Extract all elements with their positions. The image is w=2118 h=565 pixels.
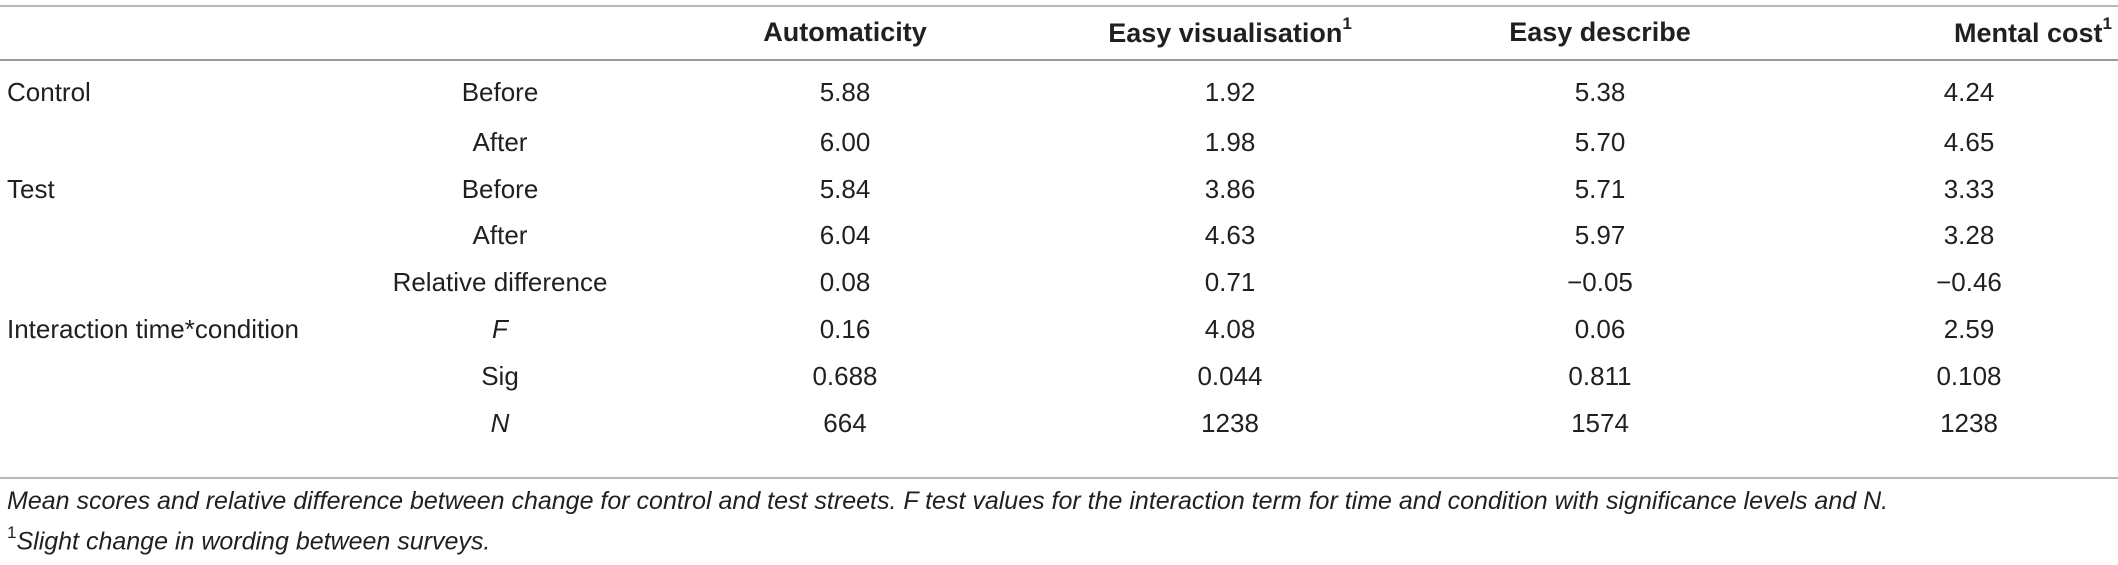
row-sub-label: Relative difference bbox=[392, 267, 608, 298]
cell-easy-visualisation: 1.92 bbox=[1204, 76, 1256, 107]
cell-easy-visualisation: 1.98 bbox=[1204, 126, 1256, 157]
cell-automaticity: 6.00 bbox=[819, 126, 871, 157]
cell-easy-describe: 1574 bbox=[1571, 407, 1629, 438]
footnote-line: 1Slight change in wording between survey… bbox=[7, 518, 2107, 558]
cell-automaticity: 0.688 bbox=[812, 360, 878, 391]
row-group-label bbox=[0, 353, 350, 400]
footnote-marker: 1 bbox=[7, 523, 17, 542]
cell-automaticity: 5.88 bbox=[819, 76, 871, 107]
header-easy-describe: Easy describe bbox=[1509, 17, 1691, 47]
table-caption: Mean scores and relative difference betw… bbox=[7, 487, 1889, 515]
row-sub-label: Before bbox=[461, 173, 539, 204]
row-group-label bbox=[0, 400, 350, 447]
cell-easy-describe: −0.05 bbox=[1567, 267, 1633, 298]
row-sub-label: After bbox=[472, 220, 528, 251]
cell-easy-describe: 0.811 bbox=[1568, 360, 1632, 391]
header-cell-group bbox=[0, 6, 350, 59]
cell-easy-describe: 5.38 bbox=[1574, 76, 1626, 107]
row-sub-label: After bbox=[472, 126, 528, 157]
cell-easy-visualisation: 1238 bbox=[1201, 407, 1259, 438]
table-body: Control Before 5.88 1.92 5.38 4.24 After 6.00 1.… bbox=[0, 59, 2118, 447]
footnote-text: Slight change in wording between surveys… bbox=[16, 527, 491, 556]
footnote-marker: 1 bbox=[1342, 13, 1352, 33]
row-group-label bbox=[0, 213, 350, 260]
footnote-marker: 1 bbox=[2102, 13, 2112, 33]
header-rule bbox=[0, 59, 2118, 61]
row-group-label bbox=[0, 259, 350, 306]
row-group-label bbox=[0, 119, 350, 166]
cell-automaticity: 664 bbox=[823, 407, 867, 438]
cell-automaticity: 0.08 bbox=[819, 267, 871, 298]
top-rule bbox=[0, 5, 2118, 7]
row-sub-label: N bbox=[490, 407, 510, 438]
cell-easy-visualisation: 0.71 bbox=[1204, 267, 1256, 298]
table-row: After 6.04 4.63 5.97 3.28 bbox=[0, 213, 2118, 260]
header-row: Automaticity Easy visualisation1 Easy de… bbox=[0, 6, 2118, 59]
header-mental-cost: Mental cost1 bbox=[1954, 13, 2112, 48]
cell-easy-visualisation: 4.08 bbox=[1204, 314, 1256, 345]
table-row: Control Before 5.88 1.92 5.38 4.24 bbox=[0, 59, 2118, 119]
cell-easy-visualisation: 0.044 bbox=[1197, 360, 1263, 391]
header-automaticity: Automaticity bbox=[763, 17, 927, 47]
cell-easy-describe: 5.97 bbox=[1574, 220, 1626, 251]
cell-mental-cost: −0.46 bbox=[1936, 267, 2002, 298]
cell-easy-describe: 0.06 bbox=[1574, 314, 1626, 345]
cell-easy-describe: 5.70 bbox=[1574, 126, 1626, 157]
cell-automaticity: 0.16 bbox=[819, 314, 871, 345]
cell-easy-visualisation: 3.86 bbox=[1204, 173, 1256, 204]
cell-automaticity: 5.84 bbox=[819, 173, 871, 204]
row-sub-label: Before bbox=[461, 76, 539, 107]
cell-mental-cost: 4.65 bbox=[1943, 126, 1995, 157]
table-row: Interaction time*condition F 0.16 4.08 0.06 2… bbox=[0, 306, 2118, 353]
row-group-label: Interaction time*condition bbox=[7, 314, 299, 345]
cell-mental-cost: 2.59 bbox=[1943, 314, 1995, 345]
header-cell-sub bbox=[350, 6, 650, 59]
row-sub-label: Sig bbox=[481, 360, 519, 391]
table-row: After 6.00 1.98 5.70 4.65 bbox=[0, 119, 2118, 166]
row-sub-label: F bbox=[492, 314, 508, 345]
cell-mental-cost: 3.28 bbox=[1943, 220, 1995, 251]
table-footnotes: Mean scores and relative difference betw… bbox=[7, 484, 2107, 558]
cell-mental-cost: 1238 bbox=[1940, 407, 1998, 438]
table-row: Test Before 5.84 3.86 5.71 3.33 bbox=[0, 166, 2118, 213]
bottom-rule bbox=[0, 477, 2118, 479]
cell-easy-describe: 5.71 bbox=[1574, 173, 1626, 204]
row-group-label: Control bbox=[7, 76, 91, 107]
table-row: Sig 0.688 0.044 0.811 0.108 bbox=[0, 353, 2118, 400]
header-easy-visualisation: Easy visualisation1 bbox=[1108, 13, 1352, 48]
cell-mental-cost: 3.33 bbox=[1943, 173, 1995, 204]
row-group-label: Test bbox=[7, 173, 55, 204]
cell-automaticity: 6.04 bbox=[819, 220, 871, 251]
cell-mental-cost: 0.108 bbox=[1936, 360, 2002, 391]
cell-mental-cost: 4.24 bbox=[1943, 76, 1995, 107]
cell-easy-visualisation: 4.63 bbox=[1204, 220, 1256, 251]
data-table: Automaticity Easy visualisation1 Easy de… bbox=[0, 6, 2118, 447]
table-row: Relative difference 0.08 0.71 −0.05 −0.46 bbox=[0, 259, 2118, 306]
table-row: N 664 1238 1574 1238 bbox=[0, 400, 2118, 447]
